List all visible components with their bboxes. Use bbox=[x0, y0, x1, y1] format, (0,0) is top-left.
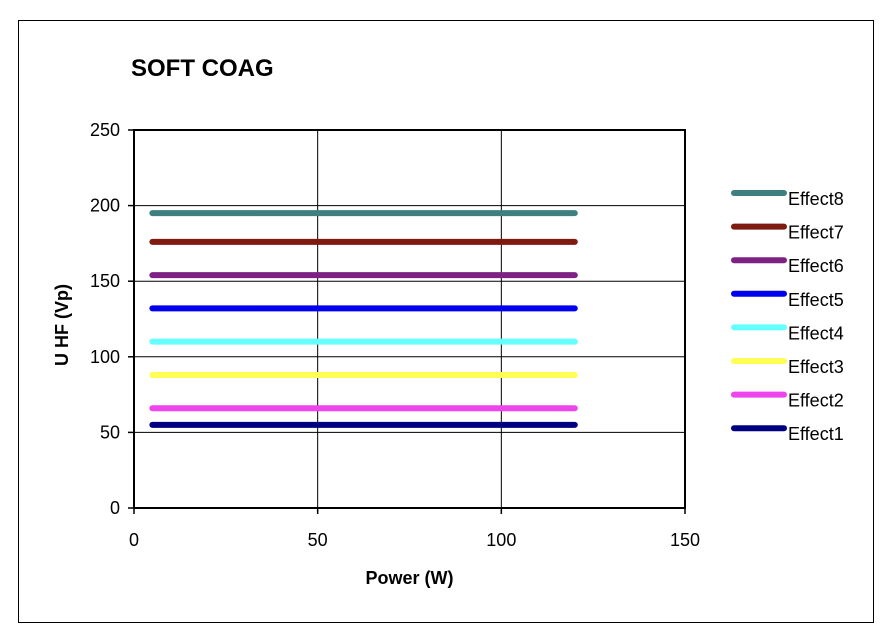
legend-label: Effect1 bbox=[788, 424, 844, 444]
y-axis-title: U HF (Vp) bbox=[52, 284, 72, 366]
plot-area-border bbox=[133, 129, 686, 509]
chart-frame bbox=[18, 20, 874, 623]
x-tick-label: 50 bbox=[308, 530, 328, 550]
tick-layer: 0 50 100 150 200 250 0 50 100 150 bbox=[90, 120, 700, 550]
legend-label: Effect6 bbox=[788, 256, 844, 276]
legend-label: Effect7 bbox=[788, 223, 844, 243]
y-tick-label: 150 bbox=[90, 271, 120, 291]
y-tick-label: 0 bbox=[110, 498, 120, 518]
y-tick-label: 200 bbox=[90, 196, 120, 216]
legend: Effect8 Effect7 Effect6 Effect5 Effect4 Effec… bbox=[731, 189, 844, 444]
grid-layer bbox=[133, 129, 686, 509]
legend-label: Effect5 bbox=[788, 290, 844, 310]
x-tick-label: 150 bbox=[670, 530, 700, 550]
y-tick-label: 100 bbox=[90, 347, 120, 367]
legend-label: Effect2 bbox=[788, 391, 844, 411]
x-tick-label: 0 bbox=[129, 530, 139, 550]
legend-label: Effect3 bbox=[788, 357, 844, 377]
x-tick-label: 100 bbox=[486, 530, 516, 550]
chart-title: SOFT COAG bbox=[131, 55, 274, 82]
y-tick-label: 250 bbox=[90, 120, 120, 140]
legend-label: Effect4 bbox=[788, 323, 844, 343]
y-tick-label: 50 bbox=[100, 422, 120, 442]
x-axis-title: Power (W) bbox=[366, 568, 454, 588]
series-layer bbox=[149, 210, 578, 428]
legend-label: Effect8 bbox=[788, 189, 844, 209]
